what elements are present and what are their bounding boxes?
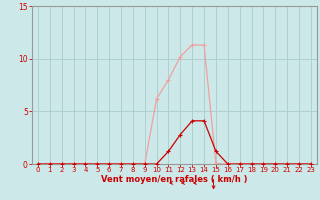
X-axis label: Vent moyen/en rafales ( km/h ): Vent moyen/en rafales ( km/h ) (101, 175, 248, 184)
